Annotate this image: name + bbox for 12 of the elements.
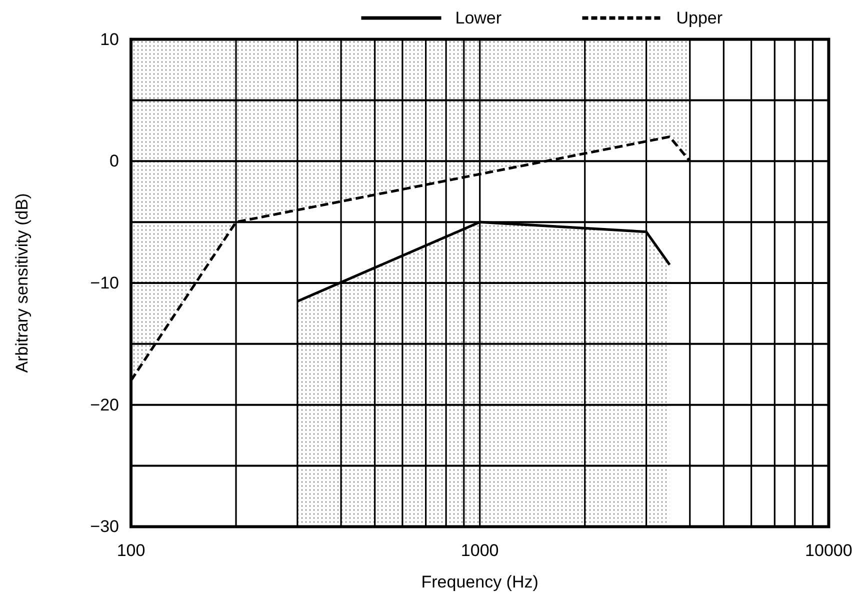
x-tick-label: 100: [116, 541, 146, 560]
legend-label: Lower: [455, 8, 502, 28]
legend-label: Upper: [676, 8, 723, 28]
y-axis-title: Arbitrary sensitivity (dB): [12, 193, 32, 373]
y-tick-label: −10: [90, 274, 119, 292]
y-tick-label: 0: [110, 152, 119, 171]
y-tick-label: −30: [90, 517, 119, 536]
x-axis-title: Frequency (Hz): [421, 572, 538, 592]
y-tick-label: 10: [100, 30, 119, 49]
y-tick-label: −20: [90, 395, 119, 414]
x-tick-label: 10000: [805, 541, 852, 560]
x-tick-label: 1000: [460, 541, 499, 560]
